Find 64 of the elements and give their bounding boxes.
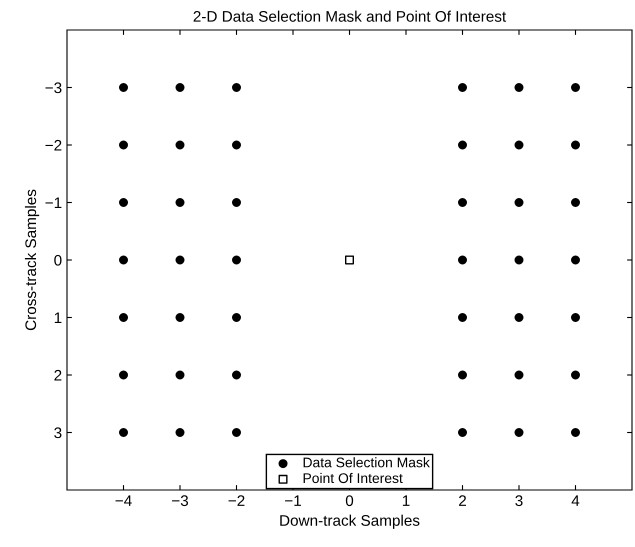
- point: [176, 313, 184, 322]
- point: [571, 83, 580, 92]
- point: [232, 83, 241, 92]
- point: [514, 140, 524, 150]
- x-tick-label: 2: [459, 495, 466, 506]
- point: [232, 256, 241, 264]
- y-tick-label: 0: [54, 254, 62, 266]
- point: [571, 140, 580, 150]
- point: [176, 428, 184, 437]
- x-tick-label: 1: [402, 495, 410, 506]
- point: [514, 198, 524, 207]
- x-tick-label: 3: [515, 495, 523, 506]
- point: [176, 370, 184, 380]
- point: [458, 198, 467, 207]
- chart-title: 2-D Data Selection Mask and Point Of Interest: [194, 10, 506, 22]
- point: [514, 256, 524, 264]
- y-tick-label: 2: [54, 370, 62, 381]
- point: [571, 428, 580, 437]
- point: [514, 313, 524, 322]
- legend-label: Data Selection Mask: [304, 457, 430, 468]
- point: [458, 256, 467, 264]
- point: [119, 313, 128, 322]
- x-axis-title: Down-track Samples: [280, 514, 420, 529]
- point: [119, 428, 128, 437]
- point: [571, 198, 580, 207]
- point: [176, 198, 184, 207]
- x-tick-label: 0: [346, 495, 354, 506]
- point: [176, 83, 184, 92]
- point: [458, 83, 467, 92]
- point: [514, 428, 524, 437]
- point: [119, 198, 128, 207]
- point: [232, 313, 241, 322]
- x-tick-label: −1: [285, 495, 301, 506]
- y-tick-label: −3: [45, 82, 62, 94]
- point: [119, 256, 128, 264]
- point: [119, 83, 128, 92]
- point: [571, 313, 580, 322]
- x-tick-label: −2: [228, 495, 244, 506]
- point: [458, 428, 467, 437]
- point: [119, 370, 128, 380]
- point: [458, 140, 467, 150]
- y-tick-label: −1: [45, 198, 62, 208]
- point: [232, 198, 241, 207]
- x-tick-label: −4: [116, 495, 132, 506]
- y-tick-label: 3: [54, 427, 62, 438]
- point: [571, 370, 580, 380]
- y-axis-title: Cross-track Samples: [24, 190, 40, 330]
- point: [514, 83, 524, 92]
- point: [176, 140, 184, 150]
- point: [514, 370, 524, 380]
- legend-label: Point Of Interest: [304, 472, 403, 484]
- point: [458, 313, 467, 322]
- y-tick-label: 1: [54, 312, 62, 324]
- x-tick-label: −3: [172, 495, 188, 506]
- point: [232, 370, 241, 380]
- point: [176, 256, 184, 264]
- point: [232, 140, 241, 150]
- y-tick-label: −2: [45, 140, 62, 151]
- point: [458, 370, 467, 380]
- x-tick-label: 4: [572, 495, 580, 506]
- point: [345, 256, 354, 264]
- point: [232, 428, 241, 437]
- point: [119, 140, 128, 150]
- point: [571, 256, 580, 264]
